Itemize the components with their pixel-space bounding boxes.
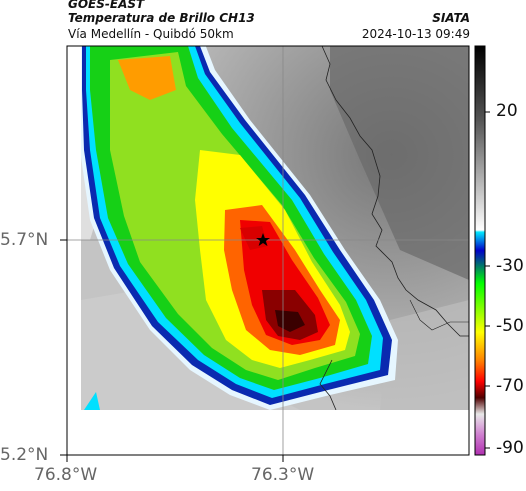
lat-label-5-7: 5.7°N: [0, 230, 49, 250]
satellite-title: GOES-EAST: [68, 0, 145, 11]
colorbar-tick-20: 20: [496, 101, 518, 121]
boundary-line: [321, 46, 469, 337]
colorbar-tick-minus50: -50: [496, 316, 524, 336]
colorbar-tick-minus30: -30: [496, 256, 524, 276]
product-title: Temperatura de Brillo CH13: [68, 11, 255, 25]
star-icon: [256, 233, 270, 246]
colorbar-tick-minus90: -90: [496, 438, 524, 458]
region-subtitle: Vía Medellín - Quibdó 50km: [68, 27, 234, 41]
lon-label-76-8: 76.8°W: [34, 465, 98, 485]
colorbar-tick-minus70: -70: [496, 376, 524, 396]
lat-label-5-2: 5.2°N: [0, 445, 49, 465]
colorbar: [474, 45, 486, 456]
map-image: [81, 46, 469, 410]
organization-label: SIATA: [432, 11, 470, 25]
lon-label-76-3: 76.3°W: [251, 465, 315, 485]
map-border: [66, 45, 470, 456]
timestamp-label: 2024-10-13 09:49: [361, 27, 470, 41]
